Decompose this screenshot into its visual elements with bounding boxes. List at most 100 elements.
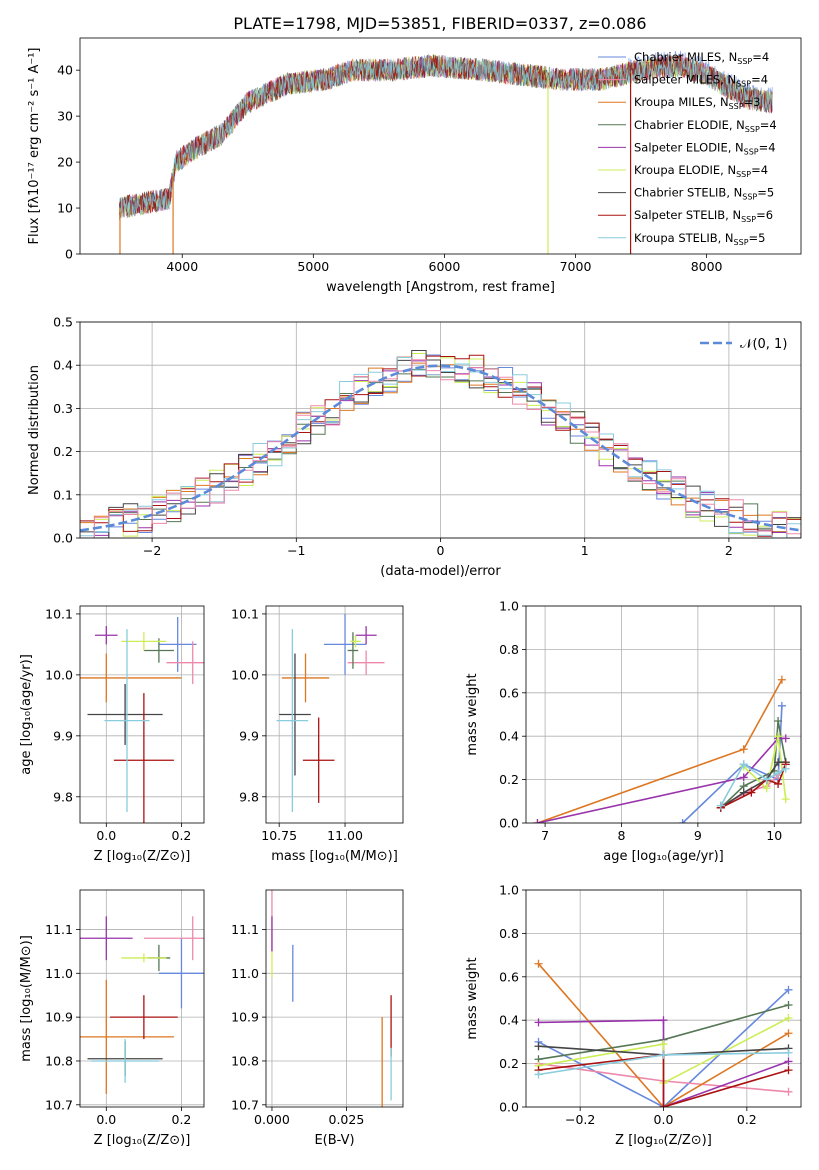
spectrum-series-line (119, 55, 773, 219)
weight-point-marker (784, 1001, 793, 1010)
axes-frame (79, 37, 802, 255)
weight-point-marker (774, 769, 783, 778)
histogram-series (80, 359, 801, 538)
y-tick-label: 0.2 (53, 444, 73, 459)
legend-sub: SSP (736, 170, 751, 179)
x-tick-label: 0.0 (96, 1112, 116, 1127)
plot-area (271, 890, 392, 1107)
weight-point-marker (739, 788, 748, 797)
weight-point-marker (659, 1050, 668, 1059)
legend-suffix: =4 (752, 50, 769, 64)
plot-area (534, 959, 793, 1107)
weight-series-line (538, 989, 790, 1107)
weight-point-marker (784, 1066, 793, 1075)
y-axis-label: mass weight (465, 673, 480, 755)
legend-suffix: =4 (759, 140, 776, 154)
weight-point-marker (781, 795, 790, 804)
weight-point-marker (781, 764, 790, 773)
x-axis-label: Z [log₁₀(Z/Z⊙)] (615, 1133, 712, 1148)
x-tick-label: −1 (287, 543, 305, 558)
weight-point-marker (762, 775, 771, 784)
legend-sub: SSP (734, 238, 749, 247)
legend-name: Salpeter MILES, N (634, 73, 736, 87)
x-tick-label: 0.2 (737, 1112, 757, 1127)
x-tick-label: 5000 (297, 259, 329, 274)
x-tick-label: 0.000 (254, 1112, 290, 1127)
y-tick-label: 0.8 (499, 642, 519, 657)
y-axis-label: mass [log₁₀(M/M⊙)] (19, 935, 34, 1062)
legend-entry: Chabrier STELIB, NSSP=5 (634, 186, 774, 202)
plot-area (80, 350, 801, 538)
weight-series-line (743, 736, 787, 800)
weight-point-marker (784, 1048, 793, 1057)
x-tick-label: −0.2 (565, 1112, 595, 1127)
legend-name: Chabrier STELIB, N (634, 186, 742, 200)
weight-point-marker (739, 760, 748, 769)
x-tick-label: 0.2 (172, 828, 192, 843)
y-tick-label: 10.8 (45, 1053, 73, 1068)
spectrum-series-line (119, 55, 773, 216)
legend-sub: SSP (744, 147, 759, 156)
y-tick-label: 11.1 (45, 922, 73, 937)
legend-name: Salpeter STELIB, N (634, 208, 741, 222)
normal-reference-curve (80, 364, 801, 532)
y-tick-label: 9.9 (53, 728, 73, 743)
legend-suffix: =5 (757, 186, 774, 200)
y-tick-label: 0.1 (53, 487, 73, 502)
x-axis-label: age [log₁₀(age/yr)] (603, 849, 724, 864)
y-axis-label: Normed distribution (27, 365, 42, 495)
weight-point-marker (774, 758, 783, 767)
x-tick-label: 0 (437, 543, 445, 558)
figure-title: PLATE=1798, MJD=53851, FIBERID=0337, z=0… (233, 14, 646, 33)
legend-name: Kroupa ELODIE, N (634, 163, 736, 177)
axes-frame (525, 605, 802, 824)
y-tick-label: 10.1 (45, 606, 73, 621)
y-tick-label: 11.0 (231, 966, 259, 981)
weight-series-line (538, 1053, 789, 1107)
y-tick-label: 10.8 (231, 1053, 259, 1068)
legend-name: Kroupa MILES, N (634, 95, 729, 109)
y-axis-label: Flux [fλ10⁻¹⁷ erg cm⁻² s⁻¹ A⁻¹] (27, 48, 42, 245)
y-tick-label: 1.0 (499, 883, 519, 898)
legend-name: Salpeter ELODIE, N (634, 140, 744, 154)
y-tick-label: 0.6 (499, 969, 519, 984)
weight-point-marker (762, 784, 771, 793)
x-axis-label: (data-model)/error (380, 564, 501, 579)
x-axis-label: wavelength [Angstrom, rest frame] (326, 280, 555, 295)
plot-area (80, 916, 204, 1094)
x-tick-label: 7 (541, 828, 549, 843)
y-tick-label: 10.0 (45, 667, 73, 682)
y-tick-label: 0.0 (53, 531, 73, 546)
legend-suffix: =5 (749, 231, 766, 245)
x-tick-label: 8 (618, 828, 626, 843)
y-tick-label: 0.4 (499, 1013, 519, 1028)
x-tick-label: 0.0 (96, 828, 116, 843)
weight-point-marker (777, 701, 786, 710)
legend-sub: SSP (741, 215, 756, 224)
legend-entry: Salpeter STELIB, NSSP=6 (634, 208, 773, 224)
chart-residuals: −2 −1 0 1 2 0.0 0.1 0.2 0.3 0.4 0.5 (data-model)/er… (27, 315, 802, 579)
legend-entry: Chabrier ELODIE, NSSP=4 (634, 118, 777, 134)
y-tick-label: 10 (57, 201, 73, 216)
axes-frame (79, 605, 205, 824)
y-axis-label: age [log₁₀(age/yr)] (19, 654, 34, 775)
y-tick-label: 10.9 (45, 1010, 73, 1025)
legend-sub: SSP (736, 80, 751, 89)
y-tick-label: 1.0 (499, 599, 519, 614)
y-tick-label: 0.2 (499, 772, 519, 787)
y-axis-label: mass weight (465, 957, 480, 1039)
y-tick-label: 40 (57, 63, 73, 78)
legend-entry: 𝒩(0, 1) (740, 337, 787, 352)
y-tick-label: 10.7 (231, 1097, 259, 1112)
x-tick-label: 1 (581, 543, 589, 558)
y-tick-label: 11.1 (231, 922, 259, 937)
y-tick-label: 10.7 (45, 1097, 73, 1112)
y-tick-label: 11.0 (45, 966, 73, 981)
y-tick-label: 0 (65, 247, 73, 262)
legend-entry: Salpeter ELODIE, NSSP=4 (634, 140, 776, 156)
axes-frame (265, 889, 404, 1108)
weight-point-marker (534, 1070, 543, 1079)
weight-point-marker (659, 1040, 668, 1049)
weight-point-marker (534, 1018, 543, 1027)
legend-entry: Chabrier MILES, NSSP=4 (634, 50, 769, 66)
